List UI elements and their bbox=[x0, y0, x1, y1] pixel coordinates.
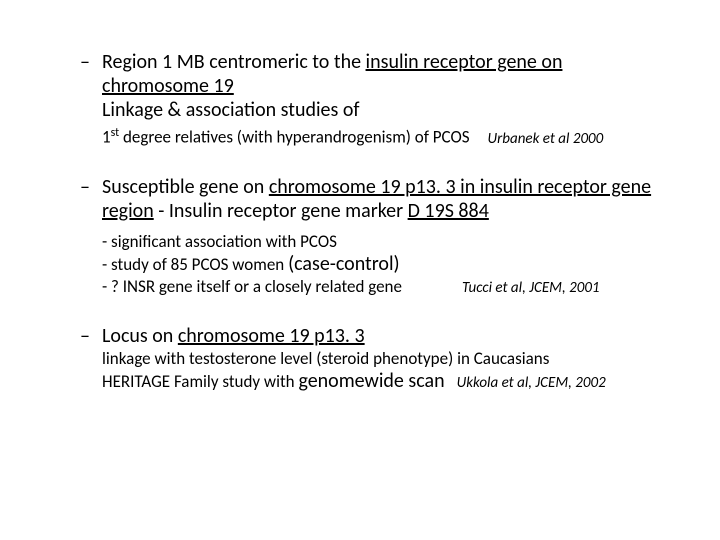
text: Locus on bbox=[102, 324, 178, 348]
citation: Tucci et al, JCEM, 2001 bbox=[462, 279, 600, 297]
bullet-3: – Locus on chromosome 19 p13. 3 linkage … bbox=[58, 324, 662, 393]
bullet-dash: – bbox=[80, 175, 90, 199]
text: HERITAGE Family study with bbox=[102, 371, 298, 392]
bullet-3-sub1: linkage with testosterone level (steroid… bbox=[102, 348, 662, 370]
slide: – Region 1 MB centromeric to the insulin… bbox=[0, 0, 720, 540]
bullet-dash: – bbox=[80, 324, 90, 348]
superscript: st bbox=[111, 126, 120, 140]
bullet-1: – Region 1 MB centromeric to the insulin… bbox=[58, 50, 662, 149]
bullet-2: – Susceptible gene on chromosome 19 p13.… bbox=[58, 175, 662, 298]
text-underline: chromosome 19 p13. 3 bbox=[178, 324, 365, 348]
bullet-3-sub2: HERITAGE Family study with genomewide sc… bbox=[102, 370, 445, 393]
text: genomewide scan bbox=[298, 369, 444, 393]
text: - study of 85 PCOS women bbox=[102, 254, 288, 275]
citation: Ukkola et al, JCEM, 2002 bbox=[457, 374, 606, 392]
text: Region 1 MB centromeric to the bbox=[102, 50, 366, 74]
bullet-2-main: Susceptible gene on chromosome 19 p13. 3… bbox=[102, 175, 662, 223]
bullet-2-sub3: - ? INSR gene itself or a closely relate… bbox=[102, 276, 402, 298]
bullet-1-sub-row: 1st degree relatives (with hyperandrogen… bbox=[102, 122, 662, 149]
text: Susceptible gene on bbox=[102, 175, 269, 199]
bullet-2-sub2: - study of 85 PCOS women (case-control) bbox=[102, 253, 662, 276]
text: - Insulin receptor gene marker bbox=[154, 199, 408, 223]
bullet-dash: – bbox=[80, 50, 90, 74]
bullet-1-line2: Linkage & association studies of bbox=[102, 98, 662, 122]
bullet-2-sub1: - significant association with PCOS bbox=[102, 231, 662, 253]
text: degree relatives (with hyperandrogenism)… bbox=[119, 127, 469, 148]
bullet-2-content: Susceptible gene on chromosome 19 p13. 3… bbox=[102, 175, 662, 298]
citation: Urbanek et al 2000 bbox=[488, 130, 604, 148]
bullet-1-line1: Region 1 MB centromeric to the insulin r… bbox=[102, 50, 662, 98]
bullet-1-content: Region 1 MB centromeric to the insulin r… bbox=[102, 50, 662, 149]
bullet-3-sub2-row: HERITAGE Family study with genomewide sc… bbox=[102, 370, 662, 393]
text: (case-control) bbox=[288, 252, 400, 276]
bullet-3-content: Locus on chromosome 19 p13. 3 linkage wi… bbox=[102, 324, 662, 393]
text-underline: D 19S 884 bbox=[408, 199, 489, 223]
bullet-1-sub: 1st degree relatives (with hyperandrogen… bbox=[102, 122, 470, 149]
bullet-3-main: Locus on chromosome 19 p13. 3 bbox=[102, 324, 662, 348]
bullet-2-sub3-row: - ? INSR gene itself or a closely relate… bbox=[102, 276, 662, 298]
text: 1 bbox=[102, 127, 111, 148]
